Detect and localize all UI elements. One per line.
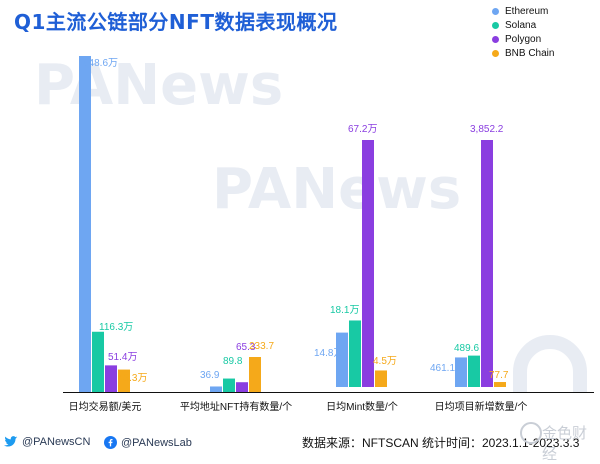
legend-label-bnb-chain: BNB Chain (505, 47, 555, 59)
data-label-0-3: 43.3万 (118, 373, 147, 384)
bar-1-ethereum (210, 386, 222, 392)
data-source-note: 数据来源：NFTSCAN 统计时间：2023.1.1-2023.3.3 (302, 436, 580, 450)
watermark-shape (513, 335, 587, 392)
bar-0-ethereum (79, 56, 91, 392)
bar-0-solana (92, 331, 104, 392)
twitter-handle: @PANewsCN (22, 436, 91, 448)
data-label-0-0: 648.6万 (83, 58, 118, 69)
data-label-1-2: 65.3 (236, 342, 256, 353)
watermark-text-middle: PANews (212, 157, 461, 222)
watermark-text-top: PANews (34, 53, 283, 118)
legend-swatch-bnb-chain (492, 49, 499, 57)
bar-chart: PANews PANews 日均交易额/美元 平均地址NFT持有数量/个 日均Mint数… (34, 53, 594, 413)
data-label-1-3: 233.7 (249, 341, 274, 352)
jinse-logo-text: 金色财经 (542, 424, 588, 463)
legend-item-ethereum: Ethereum (492, 4, 554, 18)
category-label-3: 日均项目新增数量/个 (435, 400, 528, 413)
data-label-3-1: 489.6 (454, 343, 479, 354)
legend-item-solana: Solana (492, 18, 554, 32)
data-label-2-1: 18.1万 (330, 305, 359, 316)
data-label-0-1: 116.3万 (99, 322, 133, 333)
category-label-2: 日均Mint数量/个 (326, 400, 398, 413)
category-label-0: 日均交易额/美元 (69, 400, 142, 413)
legend-item-bnb-chain: BNB Chain (492, 46, 554, 60)
legend-swatch-ethereum (492, 7, 499, 15)
footer: @PANewsCN @PANewsLab 数据来源：NFTSCAN 统计时间：2… (0, 432, 600, 456)
legend-swatch-polygon (492, 35, 499, 43)
bar-1-solana (223, 378, 235, 392)
facebook-icon (104, 436, 117, 449)
bar-1-polygon (236, 382, 248, 392)
legend-label-polygon: Polygon (505, 33, 542, 45)
legend-swatch-solana (492, 21, 499, 29)
bar-2-ethereum (336, 332, 348, 387)
data-label-2-3: 4.5万 (373, 356, 397, 367)
data-label-1-0: 36.9 (200, 370, 220, 381)
bar-0-polygon (105, 365, 117, 392)
chart-title: Q1主流公链部分NFT数据表现概况 (14, 10, 338, 34)
jinse-logo-mark (520, 422, 542, 444)
twitter-icon (4, 436, 18, 447)
data-label-3-3: 77.7 (489, 370, 509, 381)
legend-label-ethereum: Ethereum (505, 5, 549, 17)
data-label-3-2: 3,852.2 (470, 124, 504, 135)
data-label-2-0: 14.8万 (314, 348, 343, 359)
legend-label-solana: Solana (505, 19, 537, 31)
footer-facebook[interactable]: @PANewsLab (104, 436, 192, 449)
legend: Ethereum Solana Polygon BNB Chain (492, 4, 554, 60)
bar-3-ethereum (455, 357, 467, 387)
data-label-1-1: 89.8 (223, 356, 243, 367)
bar-0-bnb-chain (118, 369, 130, 392)
bar-1-bnb-chain (249, 357, 261, 392)
category-label-1: 平均地址NFT持有数量/个 (180, 400, 292, 413)
bar-2-polygon (362, 140, 374, 387)
data-label-3-0: 461.1 (430, 363, 455, 374)
footer-twitter[interactable]: @PANewsCN (4, 436, 90, 448)
facebook-handle: @PANewsLab (121, 436, 192, 449)
bar-2-bnb-chain (375, 370, 387, 387)
data-label-0-2: 51.4万 (108, 352, 137, 363)
data-label-2-2: 67.2万 (348, 124, 377, 135)
legend-item-polygon: Polygon (492, 32, 554, 46)
jinse-logo: 金色财经 (512, 412, 600, 463)
bar-3-bnb-chain (494, 382, 506, 387)
bar-2-solana (349, 320, 361, 387)
bar-3-solana (468, 355, 480, 387)
bar-3-polygon (481, 140, 493, 387)
